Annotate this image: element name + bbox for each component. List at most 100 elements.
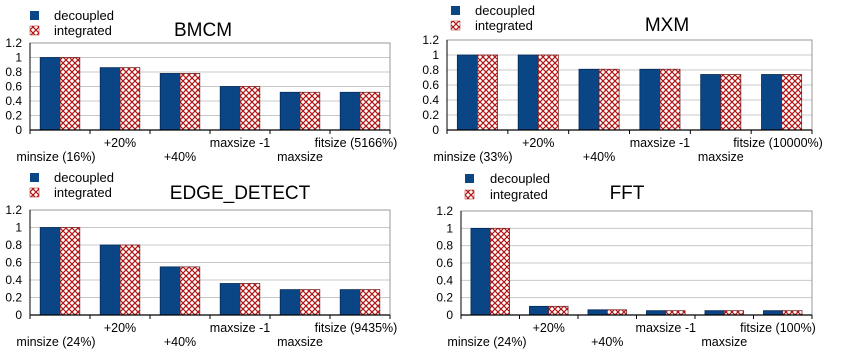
bar-integrated: [659, 68, 681, 131]
bar-decoupled: [39, 227, 61, 316]
legend-label-decoupled: decoupled: [54, 8, 114, 23]
x-category-label: minsize (33%): [433, 150, 512, 164]
legend-label-decoupled: decoupled: [475, 3, 535, 18]
x-category-label: fitsize (5166%): [315, 136, 398, 150]
bar-decoupled: [639, 68, 661, 131]
bar-decoupled: [339, 91, 361, 131]
bar-decoupled: [646, 310, 667, 316]
plot-area: 00.20.40.60.811.2 minsize (16%) +20% +40% ma…: [5, 36, 397, 164]
y-tick-label: 0.4: [5, 273, 22, 287]
bar-decoupled: [159, 266, 181, 316]
bar-integrated: [179, 73, 201, 131]
y-tick-label: 0.4: [5, 94, 22, 108]
legend-swatch-integrated: [29, 187, 40, 198]
chart-panel-edge-detect: EDGE_DETECT decoupled integrated 0 0.2 0.4…: [5, 170, 397, 349]
chart-panel-fft: FFT decoupled integrated 0 0.2 0.4 0.6 0.8 1 1…: [436, 171, 816, 349]
bar-integrated: [537, 54, 559, 131]
y-tick-label: 1: [15, 51, 22, 65]
y-tick-label: 0: [432, 123, 439, 137]
bar-integrated: [720, 74, 742, 131]
x-category-label: maxsize: [698, 150, 744, 164]
x-category-label: maxsize -1: [630, 136, 690, 150]
chart-panel-bmcm: BMCM decoupled integrated 00.20.40.60.81…: [5, 8, 397, 164]
x-category-label: fitsize (10000%): [733, 136, 823, 150]
y-tick-label: 0: [15, 308, 22, 322]
bar-integrated: [239, 86, 261, 131]
y-tick-label: 0.2: [5, 291, 22, 305]
chart-title: MXM: [645, 15, 689, 36]
y-tick-label: 0.2: [422, 108, 439, 122]
legend-label-integrated: integrated: [475, 18, 533, 33]
y-tick-label: 1.2: [436, 204, 453, 218]
y-tick-label: 0.6: [5, 80, 22, 94]
bar-decoupled: [700, 74, 722, 131]
bar-integrated: [781, 74, 803, 131]
bar-integrated: [606, 309, 627, 316]
bar-integrated: [239, 283, 261, 316]
bar-decoupled: [517, 54, 539, 131]
bar-decoupled: [279, 91, 301, 131]
chart-title: BMCM: [174, 20, 232, 41]
y-tick-label: 0.2: [5, 109, 22, 123]
y-tick-label: 0: [446, 308, 453, 322]
x-category-label: maxsize: [701, 335, 747, 349]
y-tick-label: 0.6: [5, 256, 22, 270]
y-tick-label: 0: [15, 123, 22, 137]
y-tick-label: 0.2: [436, 291, 453, 305]
legend-label-decoupled: decoupled: [54, 170, 114, 185]
legend-swatch-decoupled: [451, 6, 460, 15]
y-tick-label: 0.4: [436, 273, 453, 287]
bar-decoupled: [219, 86, 241, 131]
legend-label-decoupled: decoupled: [490, 171, 550, 186]
legend-swatch-integrated: [450, 20, 461, 31]
x-category-label: maxsize -1: [210, 136, 270, 150]
x-category-label: maxsize -1: [636, 321, 696, 335]
x-category-label: minsize (16%): [16, 150, 95, 164]
x-category-label: +20%: [533, 321, 565, 335]
bar-decoupled: [761, 74, 782, 131]
y-tick-label: 0.8: [5, 238, 22, 252]
x-category-label: +20%: [522, 136, 554, 150]
x-category-label: +40%: [583, 150, 615, 164]
x-category-label: +40%: [164, 335, 196, 349]
x-category-label: +40%: [164, 150, 196, 164]
y-tick-label: 0.4: [422, 93, 439, 107]
bar-decoupled: [470, 227, 491, 316]
bar-integrated: [179, 266, 201, 316]
plot-area: 00.20.40.60.811.2 minsize (33%) +20% +40% ma…: [422, 33, 823, 164]
chart-panel-mxm: MXM decoupled integrated 00.20.40.60.811…: [422, 3, 823, 164]
bar-integrated: [598, 68, 620, 131]
x-category-label: maxsize -1: [210, 321, 270, 335]
bar-decoupled: [456, 54, 478, 131]
x-category-label: minsize (24%): [16, 335, 95, 349]
y-tick-label: 0.6: [436, 256, 453, 270]
legend-label-integrated: integrated: [54, 23, 112, 38]
y-tick-label: 0.8: [422, 63, 439, 77]
bar-decoupled: [339, 289, 361, 316]
y-tick-label: 1.2: [5, 36, 22, 50]
bar-integrated: [489, 227, 510, 316]
bar-integrated: [359, 289, 381, 316]
bar-integrated: [119, 67, 141, 131]
x-category-label: +20%: [104, 321, 136, 335]
x-category-label: maxsize: [277, 335, 323, 349]
bar-decoupled: [99, 67, 121, 131]
bar-integrated: [665, 310, 686, 316]
x-category-label: fitsize (100%): [740, 321, 816, 335]
legend-label-integrated: integrated: [54, 185, 112, 200]
y-tick-label: 0.8: [436, 239, 453, 253]
bar-decoupled: [587, 309, 608, 316]
bar-integrated: [299, 91, 321, 131]
bar-decoupled: [529, 305, 550, 316]
chart-title: FFT: [610, 183, 645, 204]
plot-area: 0 0.2 0.4 0.6 0.8 1 1.2 minsize (24%) +20% +40% ma…: [5, 203, 397, 349]
bar-decoupled: [763, 310, 784, 316]
y-tick-label: 0.8: [5, 65, 22, 79]
legend-label-integrated: integrated: [490, 187, 548, 202]
bar-decoupled: [279, 289, 301, 316]
bar-decoupled: [578, 68, 600, 131]
x-category-label: +20%: [104, 136, 136, 150]
y-tick-label: 0.6: [422, 78, 439, 92]
bar-integrated: [59, 227, 81, 316]
